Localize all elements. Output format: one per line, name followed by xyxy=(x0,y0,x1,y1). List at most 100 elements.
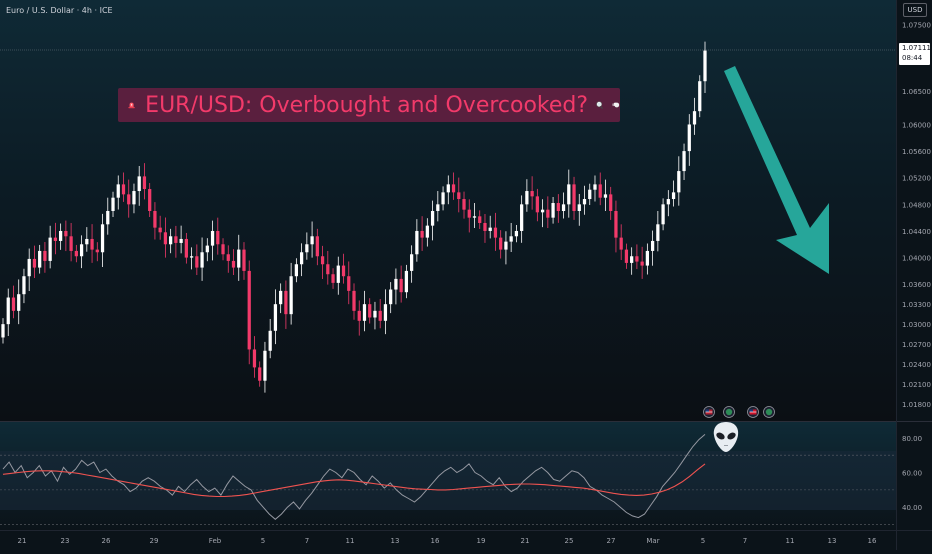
candle xyxy=(520,195,524,243)
time-tick-label: 7 xyxy=(743,537,747,545)
time-tick-label: 25 xyxy=(565,537,574,545)
candle xyxy=(640,246,644,279)
countdown-value: 08:44 xyxy=(902,54,923,62)
candle xyxy=(378,298,382,329)
candle xyxy=(320,245,325,280)
candle xyxy=(656,211,660,252)
candle xyxy=(347,261,351,305)
main-pane-bg xyxy=(0,0,896,422)
time-tick-label: 5 xyxy=(261,537,265,545)
candle xyxy=(603,179,608,211)
price-tick-label: 1.02700 xyxy=(902,341,931,349)
candle xyxy=(404,264,409,299)
green-dot-icon[interactable] xyxy=(763,406,775,418)
candle xyxy=(153,202,157,240)
candle xyxy=(362,290,367,332)
candle xyxy=(100,213,105,268)
title-text: EUR/USD: Overbought and Overcooked? xyxy=(145,92,589,118)
last-price-value: 1.07111 xyxy=(902,44,931,52)
price-tick-label: 1.06500 xyxy=(902,88,931,96)
candle xyxy=(703,41,707,94)
candle xyxy=(43,242,47,273)
candle xyxy=(79,235,84,269)
candle xyxy=(535,188,539,222)
candle xyxy=(132,183,136,214)
candle xyxy=(189,247,194,270)
candle xyxy=(247,260,251,365)
candle xyxy=(64,220,68,252)
rsi-ma-line xyxy=(2,463,706,498)
candle xyxy=(666,190,670,217)
candle xyxy=(514,224,519,243)
candle xyxy=(116,175,120,210)
price-tick-label: 1.04000 xyxy=(902,255,931,263)
candle xyxy=(357,300,361,336)
candle xyxy=(148,183,152,217)
candle xyxy=(38,244,42,274)
candle xyxy=(27,248,31,292)
time-tick-label: 16 xyxy=(431,537,440,545)
candle xyxy=(546,196,550,229)
candle xyxy=(169,228,173,254)
candle xyxy=(410,245,414,283)
rsi-line xyxy=(2,434,706,520)
candle xyxy=(373,301,377,330)
candle xyxy=(85,227,89,252)
time-tick-label: 11 xyxy=(786,537,795,545)
candle xyxy=(142,163,147,200)
rsi-band-fill xyxy=(0,451,896,510)
price-tick-label: 1.05200 xyxy=(902,175,931,183)
time-tick-label: 13 xyxy=(391,537,400,545)
candle xyxy=(184,232,188,264)
candle xyxy=(95,242,99,262)
rsi-group xyxy=(0,434,896,525)
price-tick-label: 1.02100 xyxy=(902,381,931,389)
candle xyxy=(352,283,356,320)
last-price-label: 1.07111 08:44 xyxy=(899,43,931,65)
candle xyxy=(331,268,335,289)
time-tick-label: 5 xyxy=(701,537,705,545)
rsi-axis: 80.00 60.00 40.00 xyxy=(902,435,922,512)
candle xyxy=(90,224,94,263)
candle xyxy=(451,172,456,200)
candle xyxy=(462,191,466,219)
price-tick-label: 1.05600 xyxy=(902,148,931,156)
rsi-tick-label: 80.00 xyxy=(902,435,922,443)
candle xyxy=(294,258,298,283)
time-tick-label: 27 xyxy=(607,537,616,545)
currency-button[interactable]: USD xyxy=(903,3,927,17)
time-tick-label: 21 xyxy=(18,537,27,545)
candle xyxy=(588,183,592,206)
candle xyxy=(677,156,681,206)
candle xyxy=(540,199,545,228)
green-dot-icon[interactable] xyxy=(723,406,735,418)
price-tick-label: 1.04400 xyxy=(902,228,931,236)
price-tick-label: 1.02400 xyxy=(902,361,931,369)
us-flag-icon[interactable] xyxy=(703,406,715,418)
time-tick-label: 16 xyxy=(868,537,877,545)
candle xyxy=(436,191,440,222)
time-tick-label: 23 xyxy=(61,537,70,545)
candle xyxy=(577,193,581,226)
candle xyxy=(289,262,293,325)
candle xyxy=(389,282,393,314)
candle xyxy=(614,200,618,253)
candle xyxy=(478,210,482,229)
candle xyxy=(504,231,508,265)
rsi-tick-label: 60.00 xyxy=(902,470,922,478)
candle xyxy=(341,253,346,284)
candle xyxy=(205,238,209,262)
candle xyxy=(137,166,141,206)
candle xyxy=(682,143,686,180)
candle xyxy=(572,176,576,220)
candle xyxy=(158,215,162,240)
uk-flag-icon[interactable] xyxy=(747,406,759,418)
candle xyxy=(237,234,241,281)
candle xyxy=(493,212,498,251)
time-tick-label: Mar xyxy=(646,537,659,545)
price-axis: 1.07500 1.06500 1.06000 1.05600 1.05200 1.048… xyxy=(902,22,931,409)
candle xyxy=(221,238,225,261)
candle xyxy=(242,242,246,280)
candle xyxy=(258,361,262,387)
